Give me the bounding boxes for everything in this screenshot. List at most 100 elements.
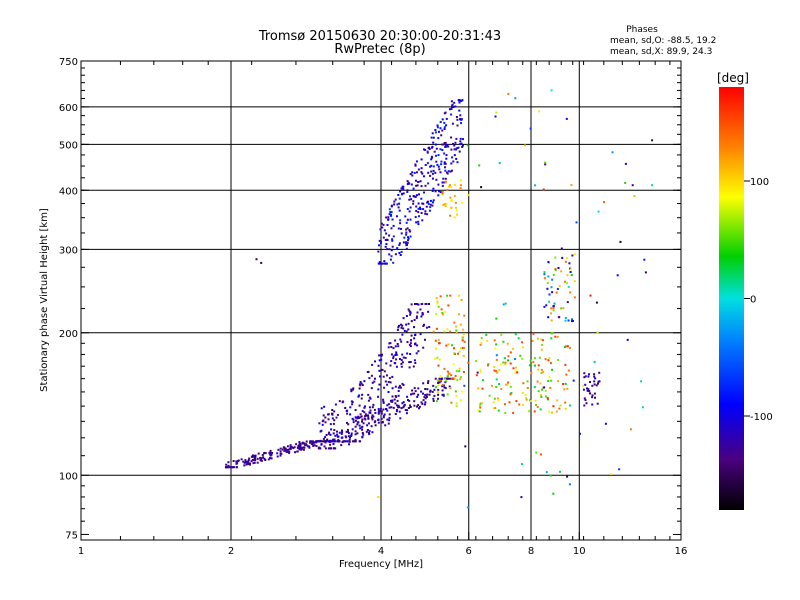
data-point	[329, 443, 332, 446]
data-point	[368, 430, 371, 433]
data-point	[372, 403, 375, 406]
data-point	[387, 346, 390, 349]
data-point	[402, 327, 405, 330]
data-point	[482, 379, 484, 382]
data-point	[410, 339, 412, 342]
data-point	[496, 371, 499, 374]
data-point	[410, 303, 413, 306]
data-point	[326, 438, 329, 441]
data-point	[387, 403, 390, 406]
data-point	[441, 118, 444, 121]
data-point	[259, 458, 262, 461]
data-point	[366, 429, 369, 431]
data-point	[532, 332, 535, 335]
data-point	[556, 335, 559, 338]
data-point	[417, 220, 420, 223]
data-point	[495, 354, 498, 357]
data-point	[462, 354, 465, 357]
data-point	[383, 413, 386, 416]
data-point	[435, 347, 438, 350]
data-point	[322, 419, 325, 422]
data-point	[467, 361, 470, 364]
data-point	[286, 445, 289, 448]
data-point	[438, 377, 441, 380]
data-point	[568, 347, 571, 349]
data-point	[458, 150, 461, 153]
data-point	[454, 390, 457, 393]
data-point	[250, 455, 253, 458]
data-point	[435, 160, 438, 163]
data-point	[395, 365, 398, 368]
data-point	[392, 357, 395, 360]
data-point	[390, 255, 393, 258]
y-axis-label: Stationary phase Virtual Height [km]	[39, 208, 50, 392]
data-point	[347, 423, 350, 426]
data-point	[445, 344, 448, 347]
data-point	[323, 445, 326, 448]
data-point	[462, 138, 464, 141]
data-point	[253, 457, 256, 460]
data-point	[386, 418, 389, 421]
data-point	[364, 413, 367, 416]
data-point	[314, 441, 317, 444]
data-point	[371, 418, 374, 421]
data-point	[450, 148, 453, 151]
data-point	[450, 100, 453, 103]
data-point	[507, 92, 510, 95]
data-point	[491, 384, 493, 387]
data-point	[368, 406, 371, 409]
data-point	[444, 378, 447, 381]
data-point	[441, 192, 444, 195]
data-point	[554, 256, 557, 259]
data-point	[450, 136, 453, 139]
data-point	[506, 342, 509, 345]
data-point	[540, 371, 543, 374]
data-point	[387, 422, 390, 425]
data-point	[455, 402, 458, 405]
data-point	[441, 377, 444, 380]
data-point	[404, 356, 407, 359]
data-point	[412, 200, 415, 203]
data-point	[384, 380, 387, 383]
data-point	[431, 190, 434, 192]
data-point	[413, 319, 416, 321]
data-point	[350, 388, 353, 391]
data-point	[408, 182, 411, 185]
data-point	[566, 345, 569, 348]
data-point	[380, 410, 383, 413]
data-point	[570, 274, 573, 277]
data-point	[260, 261, 263, 264]
data-point	[293, 446, 296, 449]
data-point	[416, 311, 419, 314]
data-point	[554, 335, 557, 338]
data-point	[455, 147, 458, 150]
data-point	[425, 205, 428, 208]
data-point	[398, 324, 400, 327]
data-point	[495, 358, 498, 361]
data-point	[382, 223, 385, 226]
data-point	[507, 381, 510, 384]
data-point	[288, 450, 291, 453]
data-point	[438, 342, 440, 345]
data-point	[417, 223, 420, 226]
data-point	[446, 144, 449, 147]
data-point	[312, 444, 315, 447]
data-point	[406, 243, 408, 246]
data-point	[492, 401, 495, 404]
data-point	[421, 313, 424, 316]
data-point	[589, 381, 591, 383]
x-tick-label: 6	[466, 546, 472, 557]
data-point	[309, 441, 311, 444]
data-point	[651, 184, 654, 187]
data-point	[548, 410, 551, 413]
data-point	[555, 291, 558, 294]
data-point	[392, 261, 395, 264]
data-point	[416, 160, 418, 163]
data-point	[378, 369, 381, 372]
data-point	[570, 184, 573, 186]
data-point	[414, 334, 416, 337]
data-point	[515, 400, 518, 403]
data-point	[359, 427, 362, 430]
data-point	[549, 474, 552, 477]
data-point	[549, 386, 552, 389]
